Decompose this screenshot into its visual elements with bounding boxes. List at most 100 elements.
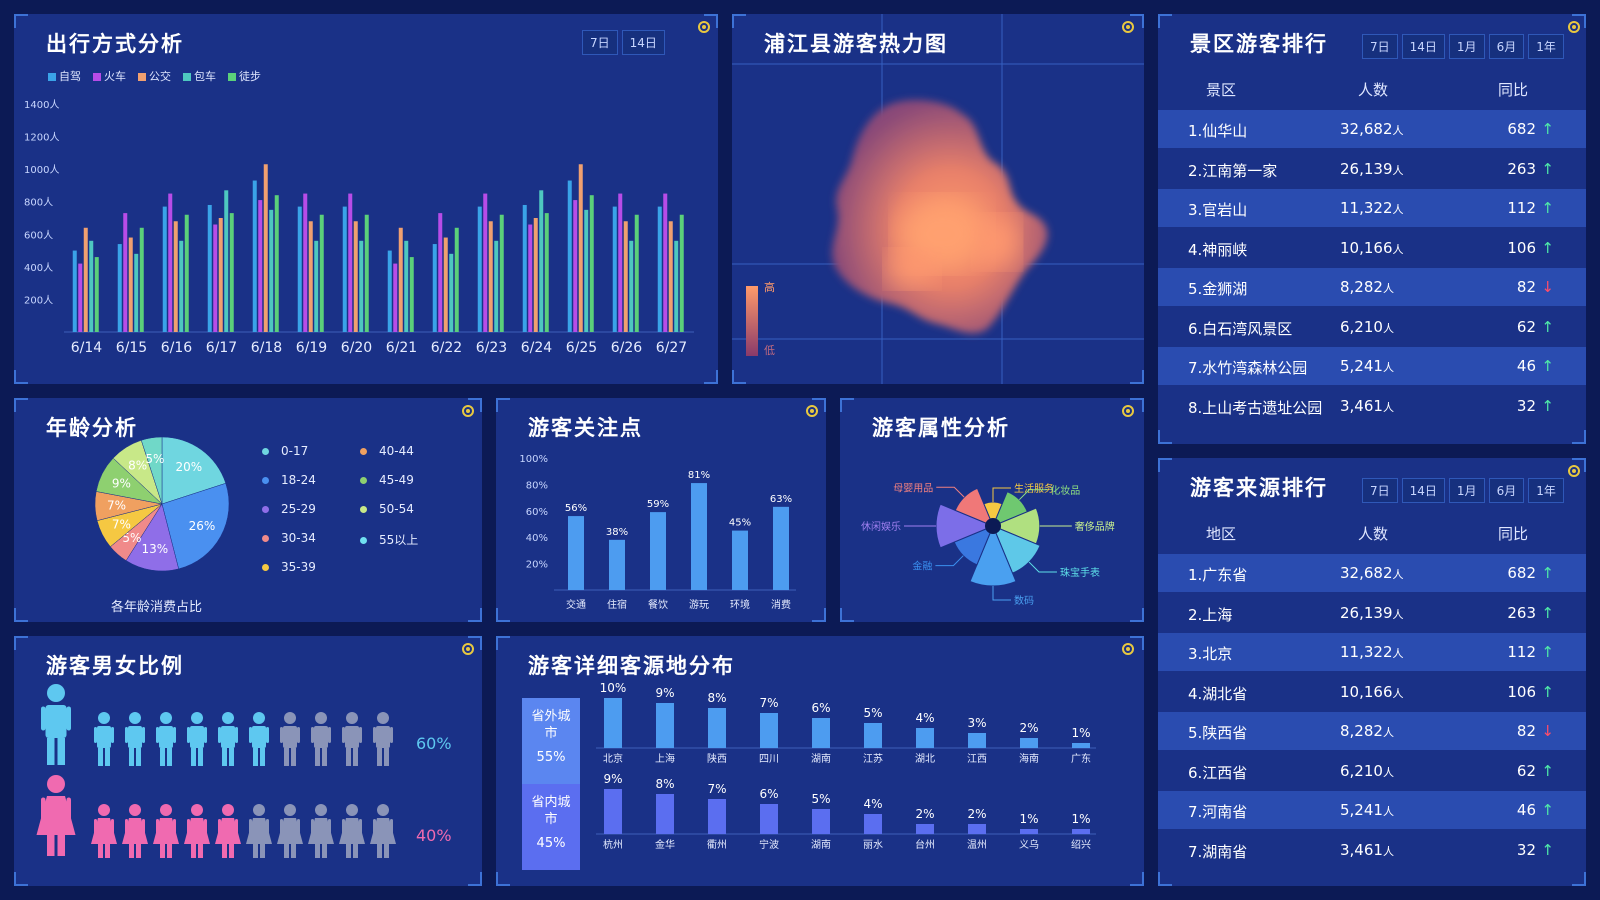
row-yoy: 62 — [1516, 761, 1536, 780]
settings-icon[interactable] — [1122, 643, 1134, 655]
scenic-tab[interactable]: 7日 — [1362, 34, 1398, 59]
bar — [229, 213, 234, 332]
x-tick-label: 上海 — [655, 752, 675, 765]
row-yoy: 46 — [1516, 357, 1536, 375]
legend-dot — [360, 477, 367, 484]
source-tab[interactable]: 6月 — [1488, 478, 1525, 503]
bar — [916, 824, 934, 834]
settings-icon[interactable] — [1122, 21, 1134, 33]
age-legend-item[interactable]: 55以上 — [360, 531, 418, 548]
x-tick-label: 北京 — [603, 752, 623, 765]
bar-value-label: 4% — [863, 797, 882, 811]
arrow-up-icon: ↑ — [1541, 840, 1554, 859]
table-row[interactable]: 4.湖北省 10,166人 106 ↑ — [1158, 673, 1586, 711]
travel-tab-14d[interactable]: 14日 — [621, 30, 665, 55]
table-row[interactable]: 4.神丽峡 10,166人 106 ↑ — [1158, 229, 1586, 267]
age-legend-item[interactable]: 35-39 — [262, 560, 316, 574]
settings-icon[interactable] — [698, 21, 710, 33]
table-row[interactable]: 6.江西省 6,210人 62 ↑ — [1158, 752, 1586, 790]
bar — [663, 193, 668, 332]
pie-label: 26% — [189, 519, 216, 533]
legend-item[interactable]: 火车 — [93, 68, 126, 84]
age-legend-item[interactable]: 45-49 — [360, 473, 414, 487]
age-legend-item[interactable]: 0-17 — [262, 444, 308, 458]
table-row[interactable]: 7.河南省 5,241人 46 ↑ — [1158, 791, 1586, 829]
table-row[interactable]: 2.上海 26,139人 263 ↑ — [1158, 594, 1586, 632]
arrow-up-icon: ↑ — [1541, 801, 1554, 819]
rose-label: 金融 — [912, 560, 932, 573]
row-count: 8,282人 — [1340, 278, 1394, 296]
table-row[interactable]: 2.江南第一家 26,139人 263 ↑ — [1158, 150, 1586, 188]
settings-icon[interactable] — [1568, 465, 1580, 477]
bar — [494, 240, 499, 332]
rose-center — [985, 518, 1001, 534]
settings-icon[interactable] — [462, 643, 474, 655]
table-row[interactable]: 1.广东省 32,682人 682 ↑ — [1158, 554, 1586, 592]
source-tab[interactable]: 7日 — [1362, 478, 1398, 503]
x-tick-label: 江苏 — [863, 752, 883, 765]
settings-icon[interactable] — [462, 405, 474, 417]
row-count: 32,682人 — [1340, 120, 1404, 138]
table-row[interactable]: 1.仙华山 32,682人 682 ↑ — [1158, 110, 1586, 148]
row-count-value: 26,139 — [1340, 603, 1393, 622]
legend-item[interactable]: 包车 — [183, 68, 216, 84]
age-legend-item[interactable]: 25-29 — [262, 502, 316, 516]
legend-dot — [360, 506, 367, 513]
bar — [578, 164, 583, 332]
bar — [522, 204, 527, 332]
focus-bar-chart: 20% 40% 60% 80% 100% 56% 交通 38% 住宿 59% 餐饮 81% 游玩 45% 环… — [519, 454, 796, 611]
age-legend-item[interactable]: 40-44 — [360, 444, 414, 458]
table-row[interactable]: 7.湖南省 3,461人 32 ↑ — [1158, 831, 1586, 869]
settings-icon[interactable] — [806, 405, 818, 417]
bar — [679, 214, 684, 332]
legend-item[interactable]: 自驾 — [48, 68, 81, 84]
focus-panel: 游客关注点 20% 40% 60% 80% 100% 56% 交通 38% 住宿 59% 餐饮 81%… — [496, 398, 826, 622]
table-row[interactable]: 5.金狮湖 8,282人 82 ↓ — [1158, 268, 1586, 306]
legend-item[interactable]: 徒步 — [228, 68, 261, 84]
source-tab[interactable]: 1月 — [1448, 478, 1485, 503]
legend-item[interactable]: 公交 — [138, 68, 171, 84]
bar — [539, 190, 544, 332]
travel-tab-7d[interactable]: 7日 — [582, 30, 618, 55]
row-count-unit: 人 — [1382, 844, 1394, 858]
arrow-up-icon: ↑ — [1541, 761, 1554, 780]
scenic-ranking-table: 景区 人数 同比 1.仙华山 32,682人 682 ↑ 2.江南第一家 26,139人 263 ↑… — [1158, 74, 1586, 444]
x-tick-label: 湖北 — [915, 753, 935, 765]
y-tick-label: 20% — [526, 560, 548, 571]
scenic-tab[interactable]: 6月 — [1488, 34, 1525, 59]
bar — [342, 206, 347, 332]
legend-label: 包车 — [194, 70, 216, 83]
table-row[interactable]: 3.官岩山 11,322人 112 ↑ — [1158, 189, 1586, 227]
y-tick-label: 1000人 — [24, 164, 59, 176]
male-person-icon — [94, 712, 114, 766]
table-row[interactable]: 7.水竹湾森林公园 5,241人 46 ↑ — [1158, 347, 1586, 385]
row-name: 5.陕西省 — [1188, 724, 1248, 742]
x-tick-label: 海南 — [1019, 752, 1039, 765]
column-header: 同比 — [1498, 81, 1529, 99]
legend-swatch — [93, 73, 101, 81]
age-legend-item[interactable]: 30-34 — [262, 531, 316, 545]
age-legend-item[interactable]: 50-54 — [360, 502, 414, 516]
bar — [89, 240, 94, 332]
male-person-icon — [373, 712, 393, 766]
arrow-up-icon: ↑ — [1541, 357, 1554, 375]
settings-icon[interactable] — [1122, 405, 1134, 417]
scenic-tab[interactable]: 1月 — [1448, 34, 1485, 59]
source-tab[interactable]: 14日 — [1401, 478, 1445, 503]
bar-value-label: 4% — [915, 711, 934, 725]
settings-icon[interactable] — [1568, 21, 1580, 33]
bar-value-label: 63% — [770, 494, 792, 505]
rose-label: 化妆品 — [1050, 484, 1080, 497]
female-person-icon — [91, 804, 117, 858]
scenic-tab[interactable]: 1年 — [1528, 34, 1564, 59]
table-row[interactable]: 6.白石湾风景区 6,210人 62 ↑ — [1158, 308, 1586, 346]
table-row[interactable]: 8.上山考古遗址公园 3,461人 32 ↑ — [1158, 387, 1586, 425]
source-tab[interactable]: 1年 — [1528, 478, 1564, 503]
age-legend-item[interactable]: 18-24 — [262, 473, 316, 487]
row-count-unit: 人 — [1392, 124, 1404, 137]
table-row[interactable]: 5.陕西省 8,282人 82 ↓ — [1158, 712, 1586, 750]
scenic-tab[interactable]: 14日 — [1401, 34, 1445, 59]
row-name: 4.湖北省 — [1188, 684, 1248, 703]
table-row[interactable]: 3.北京 11,322人 112 ↑ — [1158, 633, 1586, 671]
age-title: 年龄分析 — [46, 416, 138, 440]
